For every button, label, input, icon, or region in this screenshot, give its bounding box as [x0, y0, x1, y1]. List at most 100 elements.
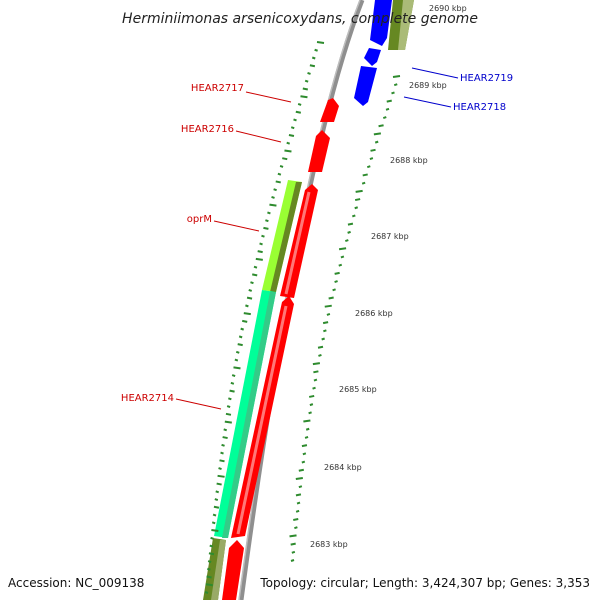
gc-tick: [326, 312, 331, 316]
gc-tick: [313, 370, 319, 374]
gc-tick: [290, 126, 295, 130]
leader-hear2714: [175, 398, 222, 410]
gc-tick: [237, 343, 243, 347]
gc-tick: [317, 345, 324, 349]
gc-tick: [231, 374, 236, 378]
gc-tick: [224, 420, 232, 424]
gc-tick: [334, 271, 340, 275]
gene-forward-bottom: [222, 540, 244, 600]
gc-tick: [370, 148, 376, 152]
gc-tick: [207, 560, 212, 563]
scale-tick-2683: 2683 kbp: [310, 540, 348, 549]
gc-tick: [304, 79, 309, 83]
gene-forward-hear2717: [320, 98, 339, 122]
gc-tick: [312, 386, 316, 390]
gc-tick: [374, 140, 379, 144]
gc-tick: [369, 157, 374, 160]
gene-forward-hear2716: [308, 130, 330, 172]
gc-tick: [308, 411, 312, 415]
accession-text: Accession: NC_009138: [8, 576, 144, 590]
gc-tick: [273, 188, 277, 192]
gc-tick: [207, 567, 211, 571]
gc-tick: [338, 247, 347, 251]
gc-tick: [297, 103, 302, 106]
gc-tick: [314, 48, 318, 52]
gene-reverse-b: [364, 48, 381, 66]
gc-tick: [222, 436, 228, 440]
gc-content-ticks-right: [289, 75, 401, 562]
scale-tick-2688: 2688 kbp: [390, 156, 428, 165]
gc-tick: [218, 467, 222, 471]
gene-reverse-a: [370, 0, 392, 46]
gc-tick: [301, 460, 306, 464]
gc-tick: [378, 124, 384, 128]
gene-label-hear2714: HEAR2714: [121, 393, 174, 404]
gc-tick: [282, 157, 288, 161]
gc-tick: [225, 412, 232, 416]
gene-label-hear2718: HEAR2718: [453, 102, 506, 113]
gc-tick: [295, 509, 300, 513]
gc-tick: [355, 189, 363, 193]
gc-tick: [255, 257, 263, 261]
gc-tick: [229, 389, 235, 393]
gc-tick: [217, 474, 225, 478]
gc-tick: [340, 255, 345, 259]
gc-tick: [295, 110, 302, 114]
cog-block-yellowgreen-shade: [270, 182, 302, 292]
gc-tick: [213, 505, 220, 509]
gc-tick: [291, 550, 296, 554]
gc-tick: [275, 180, 281, 184]
gc-tick: [235, 350, 240, 354]
gc-tick: [308, 394, 315, 398]
gc-tick: [304, 436, 309, 439]
gc-tick: [354, 206, 359, 210]
gene-highlight-2: [236, 305, 288, 535]
gc-tick: [223, 428, 228, 432]
scale-tick-2685: 2685 kbp: [339, 385, 377, 394]
gene-label-hear2717: HEAR2717: [191, 83, 244, 94]
gc-tick: [302, 452, 307, 456]
gc-tick: [290, 542, 296, 546]
gc-tick: [253, 265, 258, 269]
leader-hear2719: [411, 67, 459, 79]
gc-tick: [300, 95, 308, 99]
gc-tick: [211, 529, 219, 533]
gc-tick: [208, 552, 215, 556]
gc-tick: [293, 518, 299, 521]
gc-tick: [243, 312, 251, 316]
gc-tick: [215, 490, 220, 494]
gc-tick: [345, 239, 349, 243]
gc-tick: [296, 501, 301, 505]
gc-tick: [204, 591, 209, 594]
gc-tick: [305, 427, 310, 431]
cog-block-teal-shade: [222, 292, 276, 538]
gene-reverse-c: [354, 66, 377, 106]
gc-tick: [361, 181, 366, 185]
gc-tick: [221, 443, 225, 447]
gc-tick: [309, 403, 314, 407]
gc-tick: [362, 173, 368, 177]
gc-tick: [279, 164, 284, 168]
leader-hear2717: [245, 91, 292, 103]
gc-tick: [313, 378, 318, 382]
summary-text: Topology: circular; Length: 3,424,307 bp…: [259, 576, 590, 590]
gc-tick: [267, 211, 271, 215]
gc-tick: [295, 493, 302, 497]
gc-tick: [290, 559, 295, 562]
gc-tick: [248, 288, 253, 292]
gc-tick: [332, 288, 336, 292]
gc-tick: [316, 41, 325, 44]
gc-tick: [294, 526, 298, 530]
gc-tick: [318, 353, 322, 357]
gc-tick: [234, 358, 239, 362]
gc-tick: [209, 544, 214, 548]
scale-tick-2687: 2687 kbp: [371, 232, 409, 241]
gc-tick: [328, 296, 334, 300]
gc-tick: [307, 72, 311, 75]
gc-tick: [211, 521, 216, 525]
gc-tick: [293, 118, 297, 122]
cog-block-bottom-highlight: [211, 540, 226, 600]
map-title: Herminiimonas arsenicoxydans, complete g…: [122, 11, 478, 27]
gc-content-ticks-left: [204, 41, 325, 594]
